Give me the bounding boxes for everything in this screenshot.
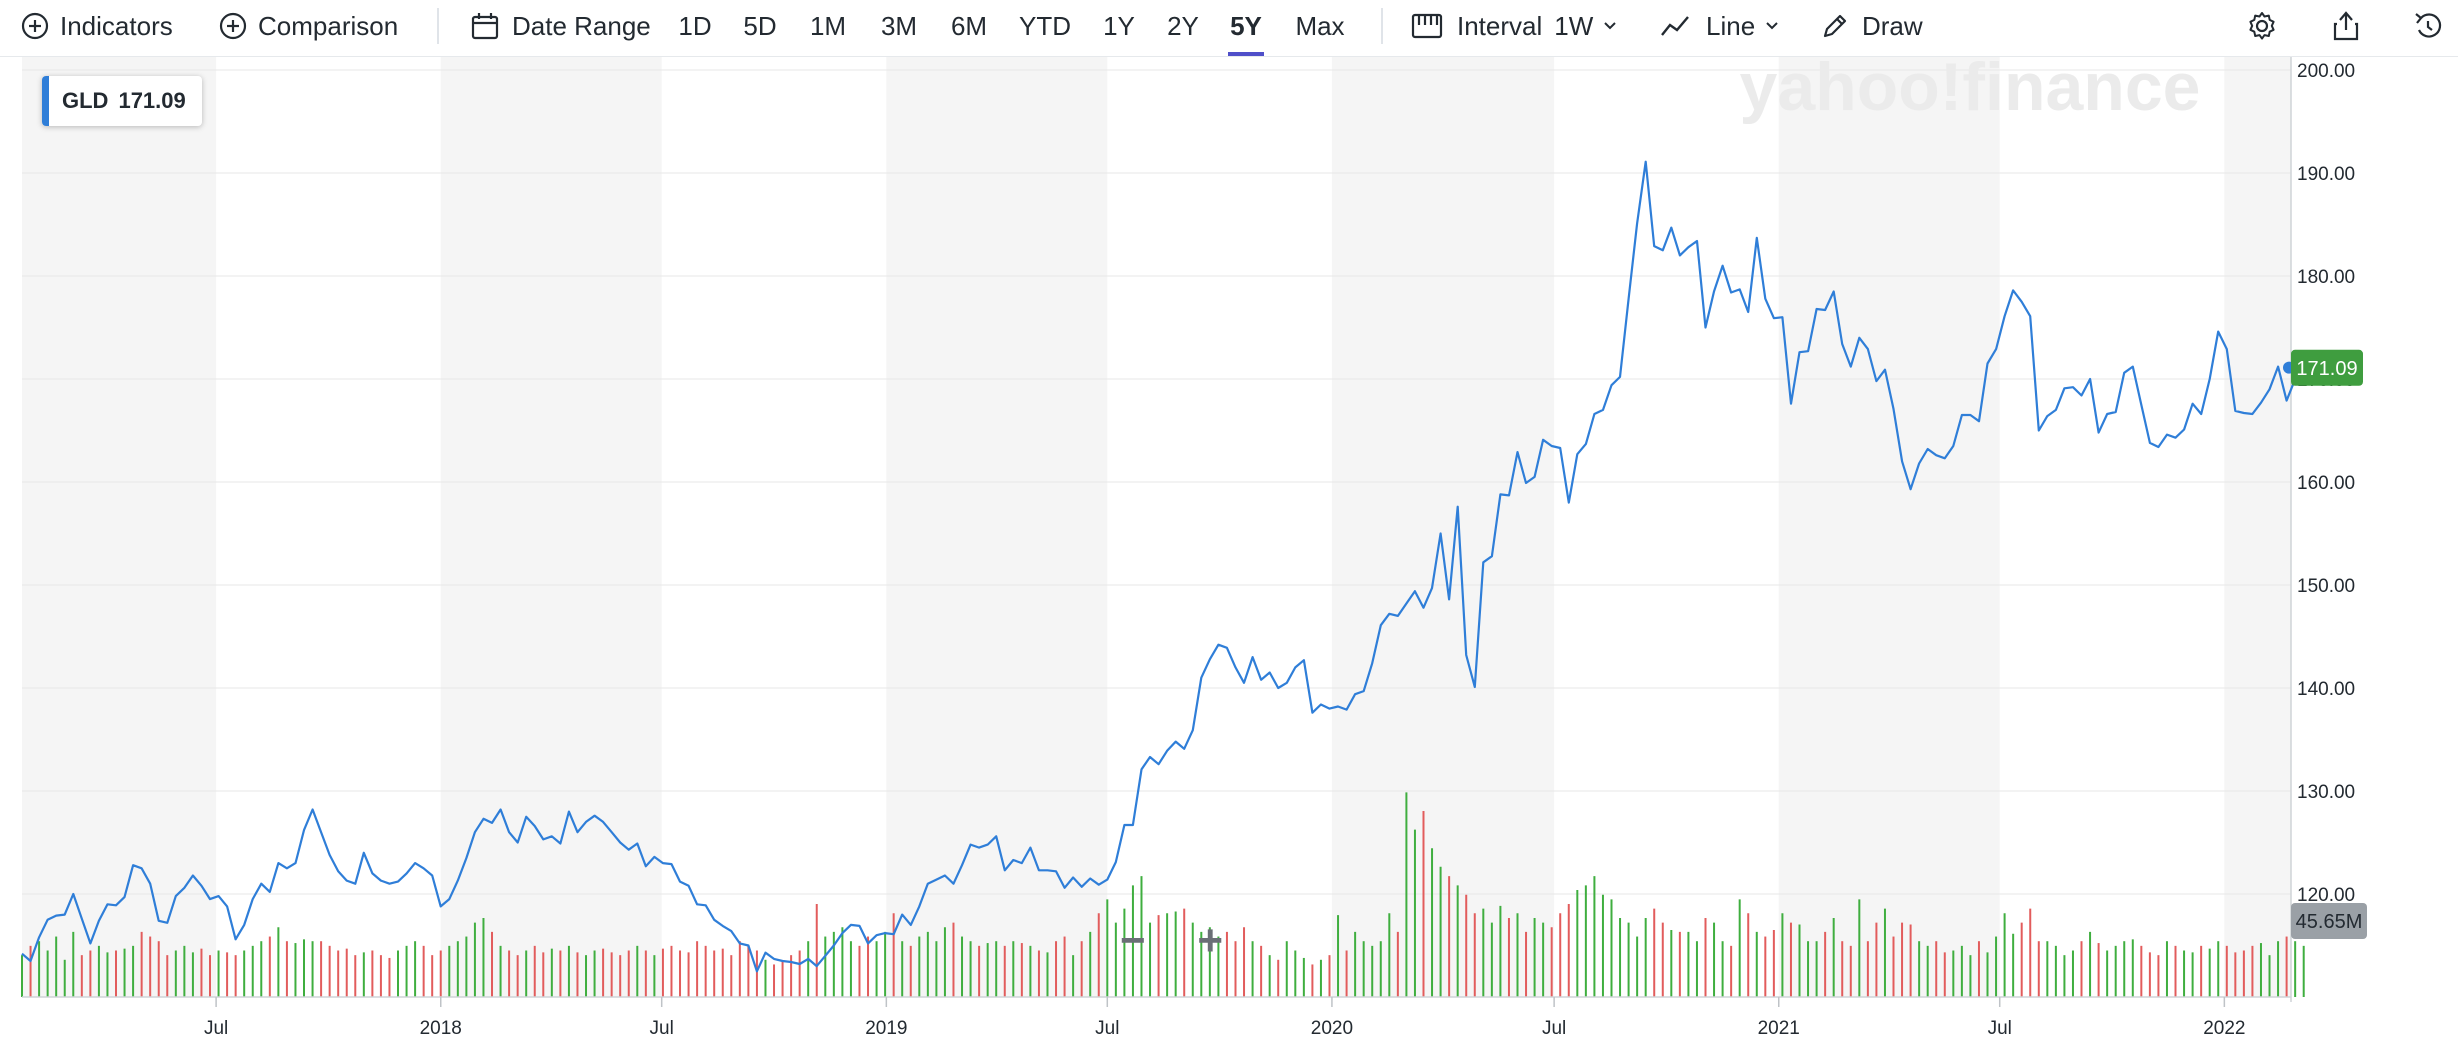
calendar-icon [471, 13, 499, 40]
volume-badge-value: 45.65M [2296, 911, 2363, 933]
undo-icon [2415, 13, 2442, 38]
band [440, 57, 662, 997]
band [22, 57, 217, 997]
range-button-1y[interactable]: 1Y [1103, 10, 1135, 41]
range-button-1m[interactable]: 1M [809, 10, 847, 41]
grid-lines [22, 69, 2291, 895]
ruler-icon [1411, 13, 1443, 39]
line-chart-icon [1661, 16, 1689, 36]
date-range-button[interactable]: Date Range [470, 0, 651, 52]
price-chart[interactable]: yahoo!finance 200.00190.00180.00170.0016… [0, 57, 2458, 1062]
legend-value: 171.09 [118, 88, 186, 113]
zoom-controls: − + [1094, 915, 1249, 967]
volume-badge: 45.65M [2291, 903, 2367, 939]
yahoo-finance-watermark: yahoo!finance [1740, 57, 2201, 125]
share-button[interactable] [2331, 0, 2361, 52]
y-tick-label: 160.00 [2297, 473, 2355, 494]
indicators-label: Indicators [60, 10, 173, 41]
band [2224, 57, 2291, 997]
range-button-max[interactable]: Max [1295, 10, 1345, 41]
price-badge: 171.09 [2291, 349, 2363, 386]
chart-type-dropdown[interactable]: Line [1660, 0, 1781, 52]
gear-icon [2249, 12, 2275, 40]
range-button-2y[interactable]: 2Y [1167, 10, 1199, 41]
range-button-5y[interactable]: 5Y [1228, 0, 1264, 57]
draw-button[interactable]: Draw [1820, 0, 1923, 52]
legend-symbol: GLD [62, 88, 109, 113]
y-tick-label: 150.00 [2297, 576, 2355, 597]
volume-bars [21, 792, 2305, 997]
y-tick-label: 140.00 [2297, 679, 2355, 700]
toolbar-divider [437, 8, 439, 44]
y-tick-label: 200.00 [2297, 61, 2355, 82]
range-button-3m[interactable]: 3M [880, 10, 918, 41]
draw-label: Draw [1862, 10, 1923, 41]
month-bands [22, 57, 2291, 997]
x-tick-label: 2022 [2203, 1018, 2245, 1039]
pencil-icon [1823, 14, 1847, 38]
toolbar-divider [1381, 8, 1383, 44]
indicators-button[interactable]: Indicators [20, 0, 173, 52]
x-tick-label: Jul [1095, 1018, 1119, 1039]
zoom-in-button[interactable]: + [1197, 916, 1224, 965]
chevron-down-icon [1604, 22, 1616, 30]
y-tick-label: 180.00 [2297, 267, 2355, 288]
reset-button[interactable] [2413, 0, 2443, 52]
x-tick-label: 2018 [420, 1018, 462, 1039]
y-tick-label: 190.00 [2297, 164, 2355, 185]
add-circle-icon [219, 12, 247, 40]
add-circle-icon [21, 12, 49, 40]
interval-label: Interval [1457, 10, 1543, 41]
range-button-1d[interactable]: 1D [678, 10, 712, 41]
interval-value: 1W [1554, 10, 1594, 41]
band [1778, 57, 2000, 997]
range-button-6m[interactable]: 6M [950, 10, 988, 41]
band [886, 57, 1108, 997]
price-line [21, 160, 2305, 973]
x-tick-label: Jul [1988, 1018, 2012, 1039]
settings-button[interactable] [2246, 0, 2278, 52]
share-icon [2333, 11, 2359, 41]
comparison-button[interactable]: Comparison [218, 0, 398, 52]
chart-toolbar: Indicators Comparison Date Range 1D 5D 1M 3… [0, 0, 2458, 57]
series-legend[interactable]: GLD 171.09 [42, 76, 202, 126]
price-badge-value: 171.09 [2296, 358, 2357, 380]
x-tick-label: 2021 [1758, 1018, 1800, 1039]
band [1331, 57, 1555, 997]
interval-dropdown[interactable]: Interval 1W [1411, 0, 1619, 52]
x-tick-label: Jul [650, 1018, 674, 1039]
x-tick-label: 2020 [1311, 1018, 1353, 1039]
x-tick-label: Jul [204, 1018, 228, 1039]
comparison-label: Comparison [258, 10, 399, 41]
range-button-ytd[interactable]: YTD [1019, 10, 1071, 41]
chevron-down-icon [1766, 22, 1778, 30]
y-tick-label: 130.00 [2297, 782, 2355, 803]
range-button-5d[interactable]: 5D [743, 10, 777, 41]
zoom-out-button[interactable]: − [1119, 916, 1146, 965]
toolbar-border [0, 56, 2458, 57]
date-range-label: Date Range [512, 10, 651, 41]
x-axis: Jul 2018 Jul 2019 Jul 2020 Jul 2021 Jul 2022 [22, 996, 2291, 1039]
chart-type-label: Line [1706, 10, 1756, 41]
x-tick-label: Jul [1542, 1018, 1566, 1039]
x-tick-label: 2019 [865, 1018, 907, 1039]
y-tick-label: 120.00 [2297, 885, 2355, 906]
y-axis: 200.00190.00180.00170.00160.00150.00140.… [2290, 57, 2355, 1002]
